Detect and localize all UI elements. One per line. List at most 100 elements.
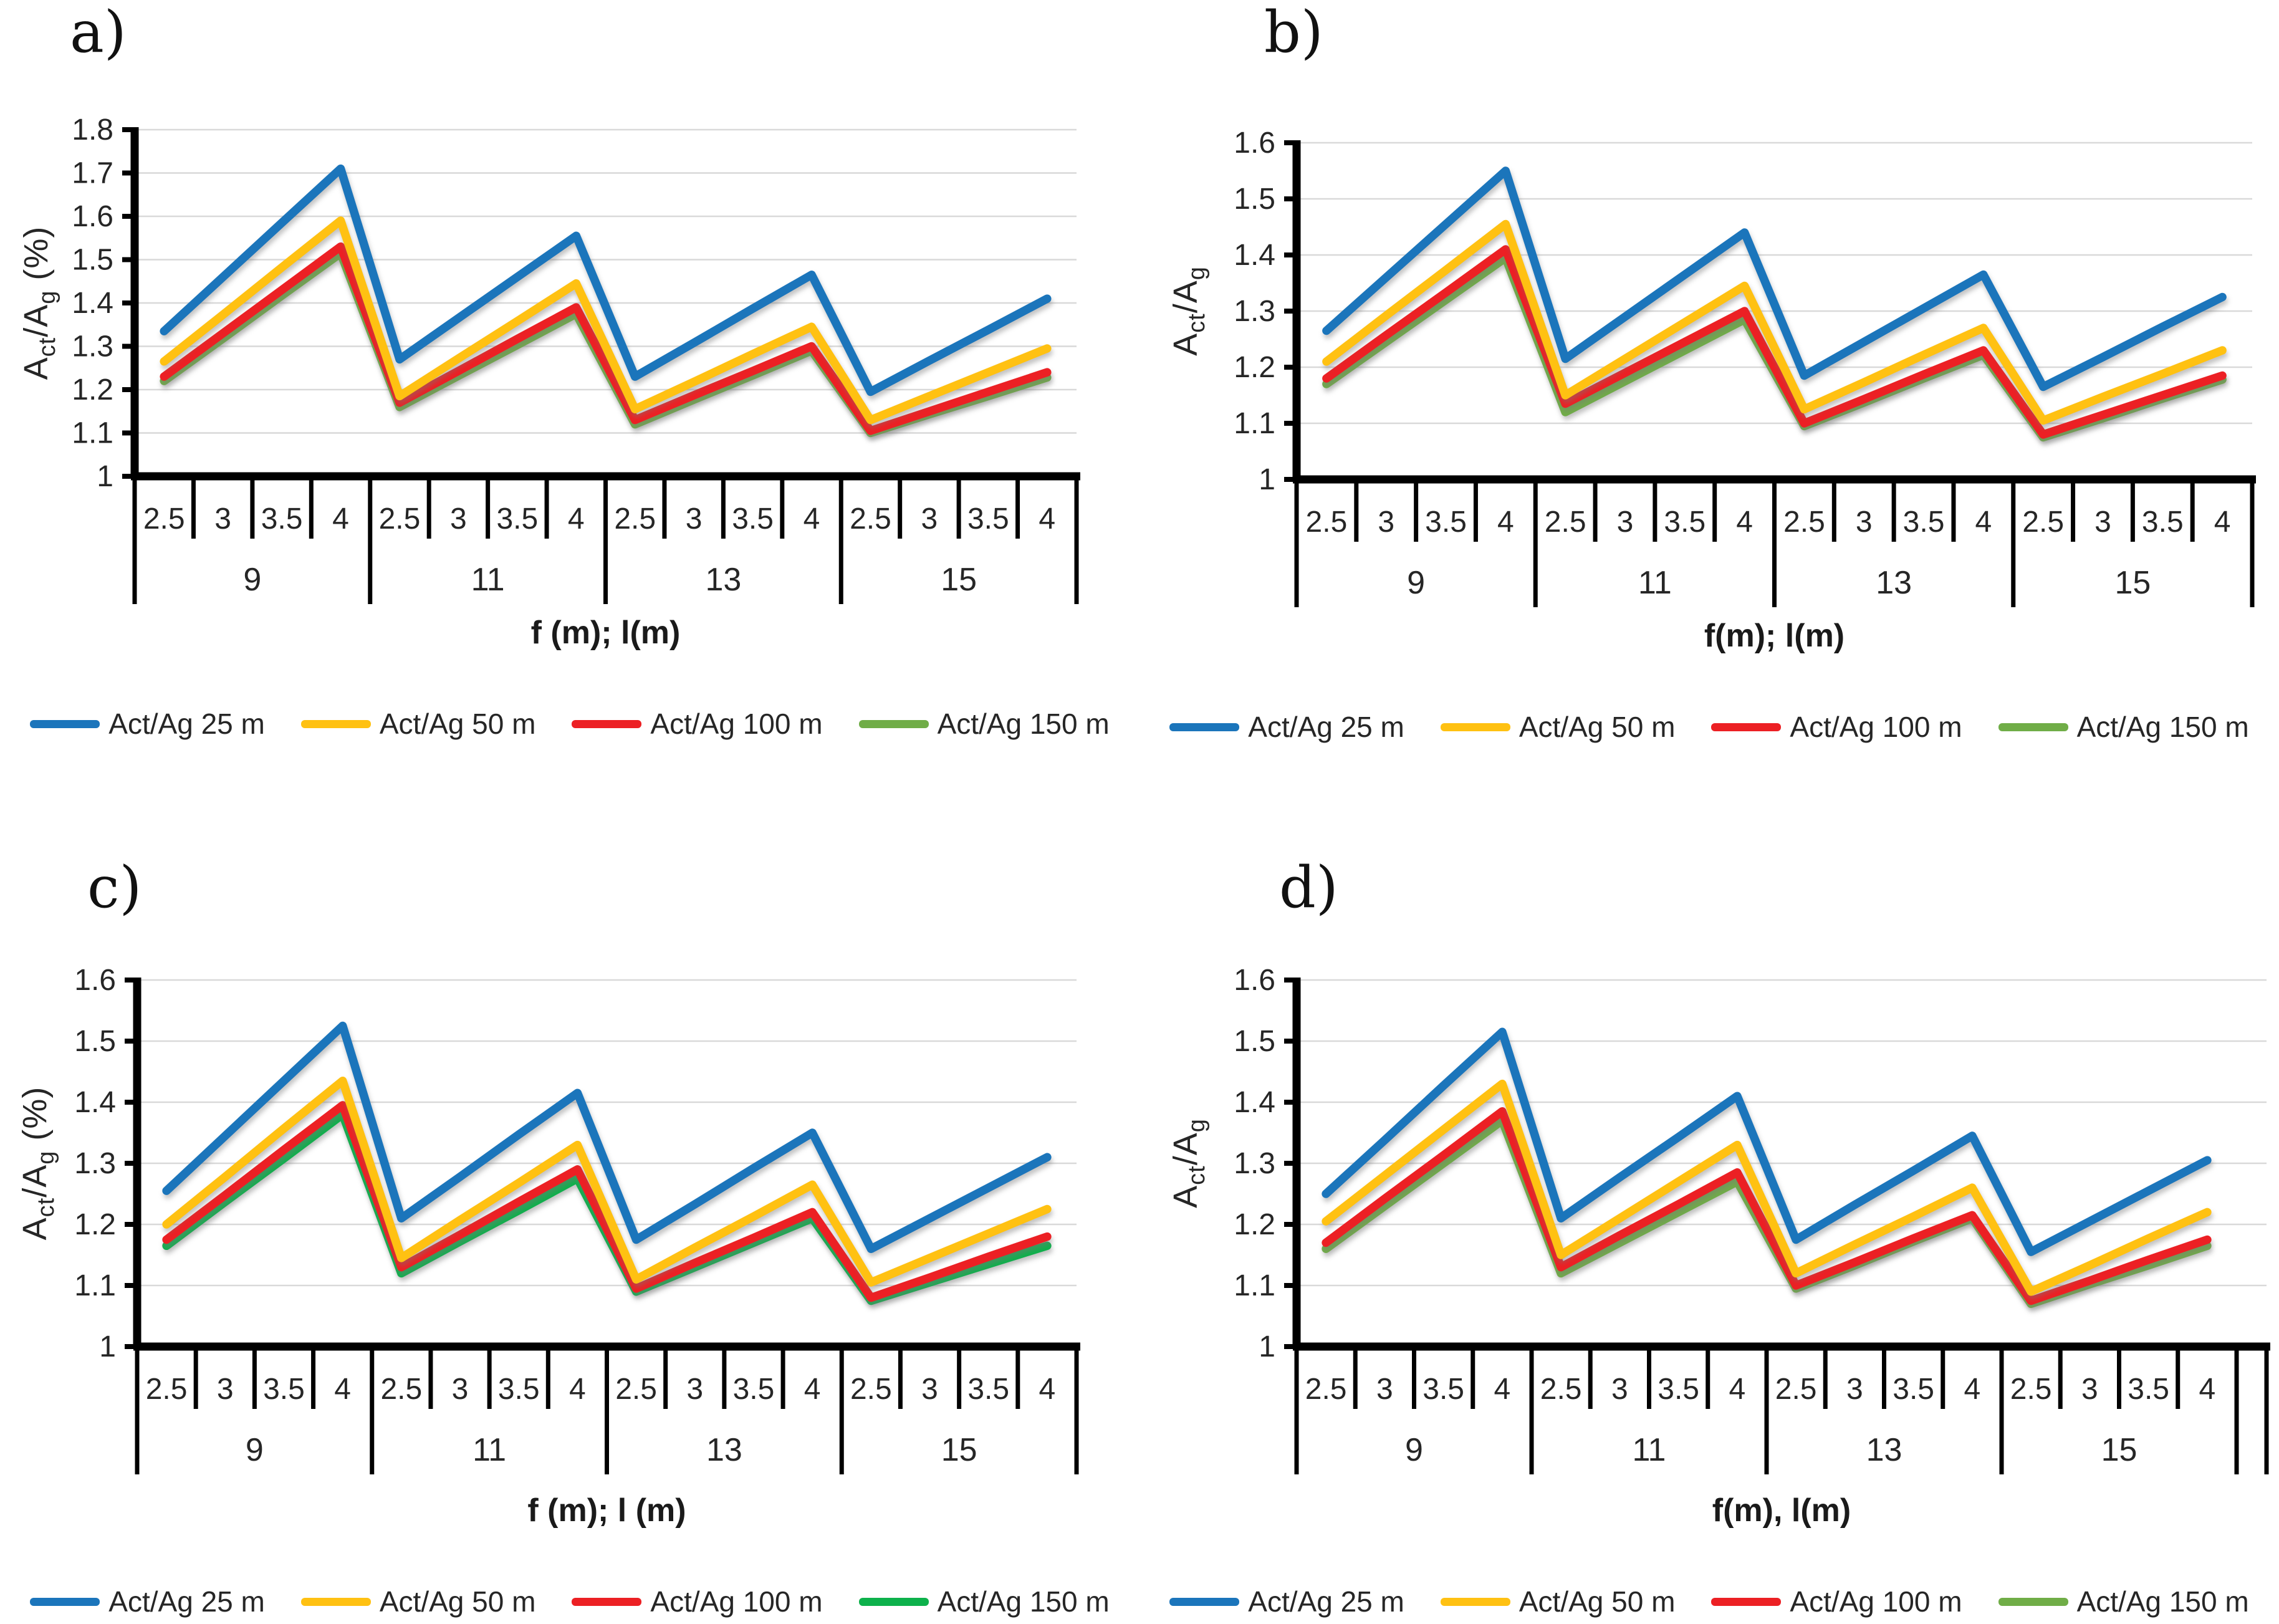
y-tick-label: 1.3 [74, 1147, 116, 1180]
x-group-label: 11 [1633, 1432, 1666, 1468]
legend-label: Act/Ag 25 m [1248, 1585, 1404, 1618]
x-tick-label: 2.5 [614, 502, 656, 536]
chart-panel-b: b) Act/Ag 1 1.1 1.2 1.3 1.4 1.5 1.6 2.5 3 3.5 4 2.5… [1140, 0, 2279, 812]
x-group-label: 15 [2114, 565, 2151, 601]
chart-panel-c: c) Act/Ag (%) 1 1.1 1.2 1.3 1.4 1.5 1.6 2.5 3 3.5… [0, 812, 1140, 1623]
y-tick-label: 1.8 [72, 113, 113, 147]
legend-label: Act/Ag 100 m [650, 708, 823, 740]
x-tick-label: 3 [452, 1373, 469, 1406]
series-line-act-ag-50-m [1322, 1079, 2212, 1296]
legend-item-act-ag-150-m: Act/Ag 150 m [858, 707, 1110, 741]
legend-label: Act/Ag 25 m [108, 708, 265, 740]
legend-swatch-act-ag-25-m [1169, 723, 1240, 731]
series-line-act-ag-100-m [1322, 245, 2227, 439]
legend-item-act-ag-50-m: Act/Ag 50 m [300, 1585, 535, 1618]
x-tick-label: 2.5 [1306, 506, 1348, 539]
x-tick-label: 3 [1611, 1373, 1628, 1406]
x-group-label: 11 [471, 562, 505, 598]
legend-label: Act/Ag 150 m [2076, 711, 2249, 743]
chart-panel-d: d) Act/Ag 1 1.1 1.2 1.3 1.4 1.5 1.6 2.5 3 3.5 4 2.5… [1140, 812, 2279, 1623]
x-tick-label: 3.5 [1664, 506, 1706, 539]
x-tick-label: 4 [569, 1373, 586, 1406]
x-tick-label: 4 [1497, 506, 1514, 539]
x-group-label: 15 [941, 1432, 977, 1468]
y-tick-label: 1.6 [1234, 964, 1275, 997]
legend-item-act-ag-100-m: Act/Ag 100 m [572, 1585, 823, 1618]
panel-title-c: c) [87, 854, 142, 921]
x-group-label: 9 [246, 1432, 264, 1468]
legend-label: Act/Ag 50 m [1519, 711, 1676, 743]
legend: Act/Ag 25 m Act/Ag 50 m Act/Ag 100 m Act/Ag… [0, 707, 1140, 741]
legend-swatch-act-ag-100-m [572, 1597, 642, 1606]
legend-item-act-ag-100-m: Act/Ag 100 m [572, 707, 823, 741]
y-tick-label: 1.6 [74, 964, 116, 997]
line-chart: 1 1.1 1.2 1.3 1.4 1.5 1.6 1.7 1.8 2.5 3 3.5 4 2.5 3 3.5… [72, 113, 1080, 651]
x-tick-label: 4 [568, 502, 585, 536]
series-line-act-ag-100-m [1322, 1107, 2212, 1305]
x-tick-label: 3.5 [967, 502, 1009, 536]
x-group-label: 15 [2101, 1432, 2137, 1468]
x-tick-label: 3 [921, 1373, 938, 1406]
legend-item-act-ag-25-m: Act/Ag 25 m [1169, 710, 1404, 744]
legend-label: Act/Ag 25 m [1248, 711, 1404, 743]
x-tick-label: 4 [1964, 1373, 1981, 1406]
y-tick-label: 1.1 [1234, 1269, 1275, 1302]
legend-swatch-act-ag-150-m [858, 719, 929, 728]
x-tick-label: 4 [804, 1373, 821, 1406]
y-tick-label: 1.4 [1234, 239, 1275, 272]
x-tick-label: 3.5 [496, 502, 538, 536]
legend-swatch-act-ag-100-m [572, 719, 642, 728]
x-tick-label: 3 [214, 502, 231, 536]
y-tick-label: 1.2 [1234, 351, 1275, 384]
legend-label: Act/Ag 50 m [379, 708, 536, 740]
y-tick-label: 1.1 [1234, 407, 1275, 440]
y-tick-label: 1.2 [1234, 1208, 1275, 1241]
x-axis-title: f (m); l (m) [527, 1492, 686, 1529]
y-tick-label: 1.5 [72, 244, 113, 277]
y-tick-label: 1.1 [74, 1269, 116, 1302]
legend-item-act-ag-50-m: Act/Ag 50 m [300, 707, 536, 741]
x-tick-label: 2.5 [2010, 1373, 2052, 1406]
x-tick-label: 2.5 [1783, 506, 1825, 539]
x-group-label: 13 [706, 1432, 742, 1468]
x-axis-title: f(m), l(m) [1712, 1492, 1851, 1529]
legend-swatch-act-ag-100-m [1711, 723, 1782, 731]
series-line-act-ag-50-m [162, 1076, 1052, 1287]
x-axis-title: f(m); l(m) [1704, 618, 1845, 654]
x-tick-label: 3 [686, 502, 703, 536]
x-tick-label: 2.5 [615, 1373, 657, 1406]
x-tick-label: 3.5 [1658, 1373, 1699, 1406]
x-group-label: 13 [705, 562, 741, 598]
x-tick-label: 2.5 [1545, 506, 1586, 539]
x-tick-label: 4 [2199, 1373, 2216, 1406]
x-tick-label: 2.5 [379, 502, 421, 536]
x-tick-label: 2.5 [1305, 1373, 1347, 1406]
legend-item-act-ag-25-m: Act/Ag 25 m [30, 707, 265, 741]
legend-item-act-ag-25-m: Act/Ag 25 m [1169, 1585, 1404, 1618]
y-tick-label: 1.1 [72, 417, 113, 450]
legend: Act/Ag 25 m Act/Ag 50 m Act/Ag 100 m Act/Ag… [1140, 710, 2279, 744]
legend-swatch-act-ag-25-m [1169, 1597, 1240, 1606]
series-line-act-ag-100-m [162, 1101, 1052, 1302]
x-tick-label: 3.5 [2128, 1373, 2169, 1406]
x-tick-label: 3.5 [733, 1373, 775, 1406]
y-tick-label: 1.3 [1234, 295, 1275, 328]
x-tick-label: 3 [1856, 506, 1873, 539]
legend-item-act-ag-100-m: Act/Ag 100 m [1711, 710, 1962, 744]
legend-label: Act/Ag 100 m [650, 1585, 823, 1618]
line-chart: 11.11.21.31.41.51.62.5 3 3.5 4 2.5 3 3.5 4 2.5 3 3… [74, 964, 1080, 1529]
x-axis-title: f (m); l(m) [531, 615, 681, 651]
x-tick-label: 4 [332, 502, 349, 536]
series-line-act-ag-25-m [162, 1021, 1052, 1253]
legend-label: Act/Ag 150 m [937, 708, 1110, 740]
y-tick-label: 1.5 [1234, 1025, 1275, 1058]
legend-swatch-act-ag-50-m [1440, 723, 1510, 731]
x-group-label: 11 [473, 1432, 506, 1468]
y-tick-label: 1 [1259, 463, 1275, 496]
legend-swatch-act-ag-150-m [858, 1597, 929, 1606]
x-tick-label: 3.5 [1903, 506, 1945, 539]
x-tick-label: 3 [2081, 1373, 2098, 1406]
x-tick-label: 2.5 [143, 502, 185, 536]
legend: Act/Ag 25 m Act/Ag 50 m Act/Ag 100 m Act/Ag… [0, 1585, 1140, 1618]
y-tick-label: 1.2 [74, 1208, 116, 1241]
